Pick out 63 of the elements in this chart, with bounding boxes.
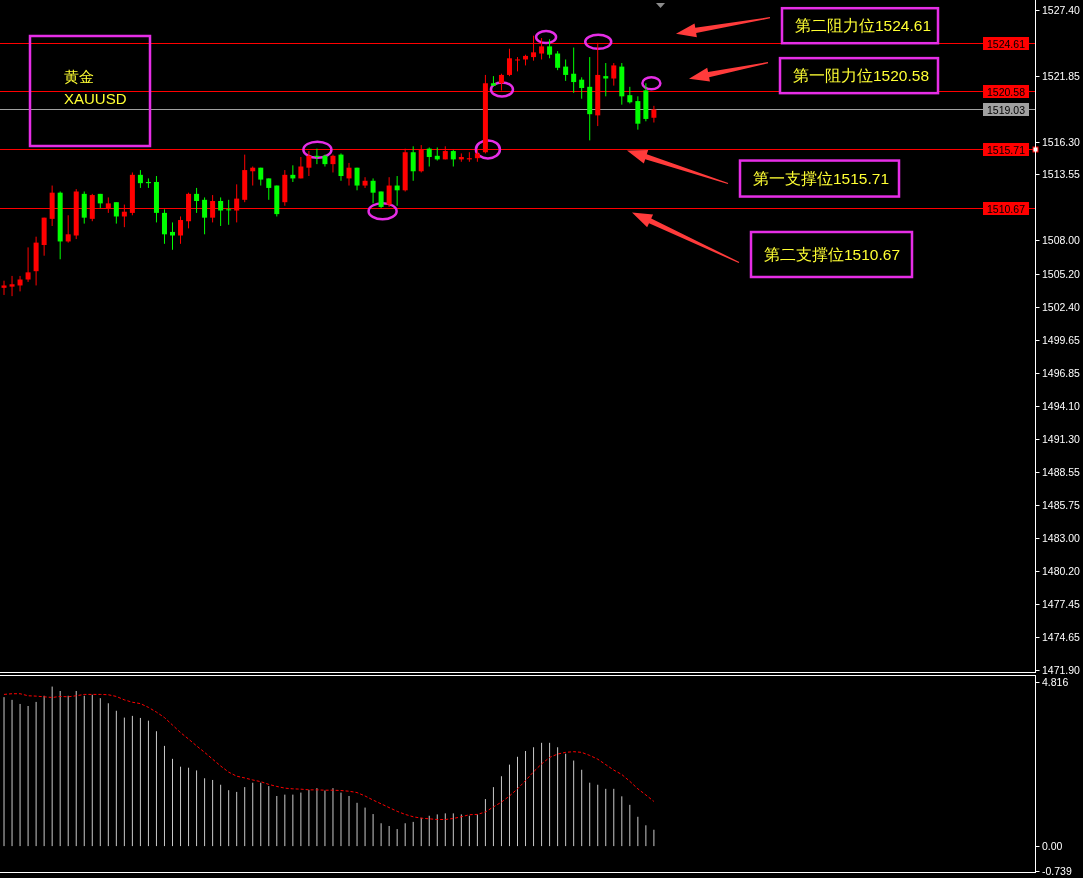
text: XAUUSD <box>64 89 127 107</box>
candlestick <box>555 50 561 71</box>
candlestick <box>563 58 569 82</box>
candlestick <box>571 47 577 94</box>
y-tick-label: 1505.20 <box>1042 267 1081 280</box>
y-tick-label: 4.816 <box>1042 675 1069 688</box>
annotation: 第二支撑位1510.67 <box>764 246 901 263</box>
y-tick-label: 1485.75 <box>1042 498 1081 511</box>
candlestick <box>651 105 657 124</box>
candlestick <box>515 56 520 72</box>
candlestick <box>226 199 232 226</box>
candlestick <box>202 196 208 235</box>
ref-line-label: 1524.61 <box>987 37 1026 50</box>
y-tick-label: 1513.55 <box>1042 168 1081 181</box>
y-tick-label: 1527.40 <box>1042 3 1081 16</box>
y-tick-label: 1494.10 <box>1042 399 1081 412</box>
y-tick-label: 1499.65 <box>1042 333 1081 346</box>
y-tick-label: 1502.40 <box>1042 300 1081 313</box>
y-tick-label: 1488.55 <box>1042 465 1081 478</box>
ref-line-label: 1519.03 <box>987 103 1026 116</box>
y-tick-label: 1477.45 <box>1042 597 1081 610</box>
y-tick-label: 0.00 <box>1042 840 1063 853</box>
candlestick <box>362 176 368 189</box>
line-series <box>3 693 655 821</box>
ref-line-label: 1510.67 <box>987 202 1026 215</box>
candlestick <box>410 145 416 182</box>
candlestick <box>266 177 272 201</box>
y-tick-label: 1496.85 <box>1042 366 1081 379</box>
candlestick <box>81 190 87 225</box>
candlestick <box>178 215 184 245</box>
candlestick <box>65 214 71 244</box>
y-tick-label: 1483.00 <box>1042 531 1081 544</box>
annotation: 第一支撑位1515.71 <box>753 170 890 188</box>
annotation: 第二阻力位1524.61 <box>795 17 932 35</box>
text: 黄金 <box>64 67 94 85</box>
candlestick <box>161 208 167 245</box>
ref-line-label: 1515.71 <box>987 143 1026 156</box>
y-tick-label: 1471.90 <box>1042 663 1081 676</box>
candlestick <box>113 201 119 225</box>
y-tick-label: 1516.30 <box>1042 135 1081 148</box>
y-tick-label: 1480.20 <box>1042 564 1081 577</box>
candlestick <box>579 76 585 100</box>
candlestick <box>9 275 15 297</box>
y-tick-label: 1474.65 <box>1042 630 1081 643</box>
y-tick-label: 1508.00 <box>1042 234 1081 247</box>
candlestick <box>25 246 31 283</box>
candlestick <box>330 154 336 173</box>
candlestick <box>338 152 344 182</box>
ref-line-label: 1520.58 <box>987 85 1026 98</box>
candlestick <box>346 162 352 187</box>
candlestick <box>611 62 617 87</box>
y-tick-label: 1521.85 <box>1042 69 1081 82</box>
candlestick <box>218 196 224 227</box>
y-tick-label: 1491.30 <box>1042 432 1081 445</box>
y-tick-label: -0.739 <box>1042 865 1072 878</box>
candlestick <box>547 38 553 59</box>
candlestick <box>1 280 7 296</box>
candlestick <box>370 177 376 204</box>
candlestick <box>194 187 200 214</box>
annotation: 第一阻力位1520.58 <box>793 67 930 85</box>
candlestick <box>426 146 432 168</box>
candlestick <box>506 48 512 77</box>
candlestick <box>635 95 641 131</box>
